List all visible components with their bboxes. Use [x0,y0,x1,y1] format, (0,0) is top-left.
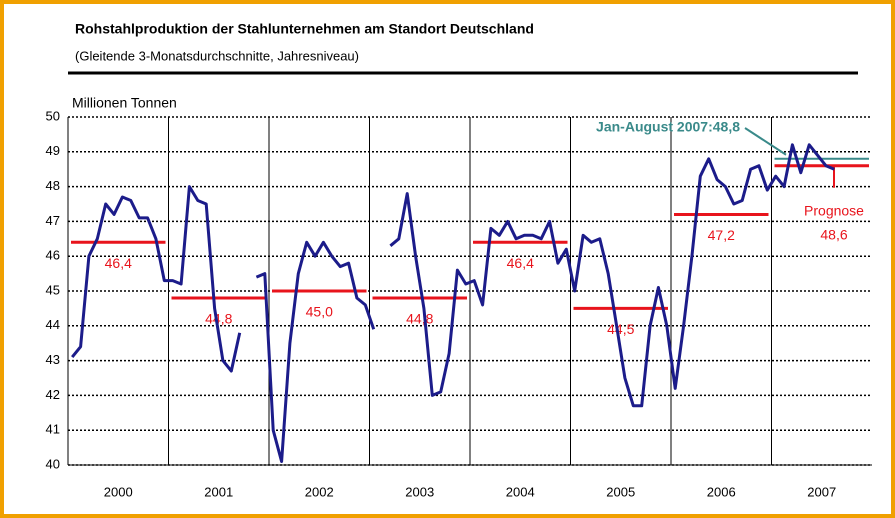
y-tick-label: 41 [46,422,60,437]
chart-title: Rohstahlproduktion der Stahlunternehmen … [75,21,534,37]
annotation-text: Jan-August 2007:48,8 [596,119,740,135]
x-tick-label: 2003 [405,484,434,499]
y-tick-label: 46 [46,248,60,263]
y-axis-label: Millionen Tonnen [72,95,177,111]
data-line [71,143,835,463]
value-label: 46,4 [105,255,132,271]
value-label: 44,8 [205,311,232,327]
y-tick-label: 42 [46,387,60,402]
y-tick-label: 45 [46,282,60,297]
value-label: 47,2 [708,227,735,243]
y-tick-label: 49 [46,143,60,158]
value-label: 45,0 [306,304,333,320]
value-label: 46,4 [507,255,534,271]
x-tick-label: 2002 [305,484,334,499]
x-tick-label: 2007 [807,484,836,499]
x-tick-label: 2006 [707,484,736,499]
value-label: 48,6 [820,226,847,242]
y-tick-label: 47 [46,213,60,228]
y-tick-label: 48 [46,178,60,193]
value-label: 44,5 [607,321,634,337]
x-tick-label: 2005 [606,484,635,499]
y-tick-label: 43 [46,352,60,367]
y-tick-label: 50 [46,108,60,123]
annotation-pointer [744,127,787,156]
y-tick-label: 44 [46,317,60,332]
x-tick-label: 2004 [506,484,535,499]
x-tick-label: 2000 [104,484,133,499]
y-tick-label: 40 [46,456,60,471]
x-tick-label: 2001 [204,484,233,499]
value-label: 44,8 [406,311,433,327]
chart-subtitle: (Gleitende 3-Monatsdurchschnitte, Jahres… [75,48,359,63]
forecast-label: Prognose [804,202,864,218]
